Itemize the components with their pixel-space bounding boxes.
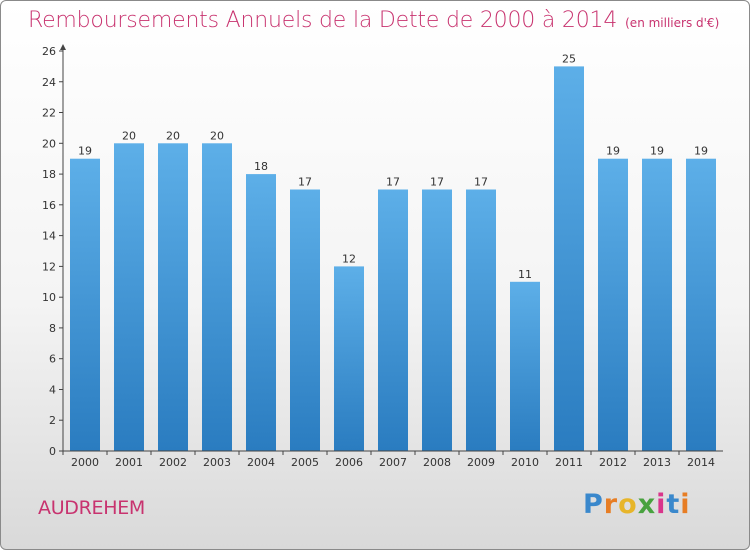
y-tick-label-8: 8 [49, 322, 56, 335]
y-axis-arrow [60, 44, 66, 50]
chart-title-unit: (en milliers d'€) [625, 16, 720, 30]
bar-2005 [290, 189, 320, 451]
y-tick-label-16: 16 [42, 199, 56, 212]
y-tick-label-2: 2 [49, 414, 56, 427]
bar-2014 [686, 158, 716, 451]
labels-group: 1920002020012020022020031820041720051220… [42, 45, 715, 469]
logo-letter: t [666, 489, 681, 520]
x-tick-label-2005: 2005 [291, 456, 319, 469]
value-label-2013: 19 [650, 145, 664, 158]
value-label-2014: 19 [694, 145, 708, 158]
value-label-2004: 18 [254, 160, 268, 173]
y-tick-label-0: 0 [49, 445, 56, 458]
value-label-2000: 19 [78, 145, 92, 158]
bar-2008 [422, 189, 452, 451]
y-tick-label-14: 14 [42, 230, 56, 243]
value-label-2002: 20 [166, 129, 180, 142]
bar-2010 [510, 281, 540, 451]
logo-letter: i [680, 489, 691, 520]
logo-letter: r [603, 489, 619, 520]
bar-2013 [642, 158, 672, 451]
bar-2012 [598, 158, 628, 451]
logo-letter: x [637, 489, 657, 520]
value-label-2003: 20 [210, 129, 224, 142]
value-label-2001: 20 [122, 129, 136, 142]
logo-letter: P [583, 489, 604, 520]
value-label-2012: 19 [606, 145, 620, 158]
bar-2001 [114, 143, 144, 452]
x-tick-label-2004: 2004 [247, 456, 275, 469]
value-label-2011: 25 [562, 52, 576, 65]
x-tick-label-2007: 2007 [379, 456, 407, 469]
y-tick-label-22: 22 [42, 107, 56, 120]
value-label-2009: 17 [474, 176, 488, 189]
x-tick-label-2009: 2009 [467, 456, 495, 469]
y-tick-label-12: 12 [42, 260, 56, 273]
y-tick-label-10: 10 [42, 291, 56, 304]
x-tick-label-2006: 2006 [335, 456, 363, 469]
city-name: AUDREHEM [38, 497, 146, 519]
value-label-2008: 17 [430, 176, 444, 189]
bar-2003 [202, 143, 232, 452]
bar-2007 [378, 189, 408, 451]
chart-title: Remboursements Annuels de la Dette de 20… [28, 8, 719, 33]
x-tick-label-2012: 2012 [599, 456, 627, 469]
y-tick-label-26: 26 [42, 45, 56, 58]
axes-group [59, 44, 723, 455]
x-tick-label-2001: 2001 [115, 456, 143, 469]
x-tick-label-2002: 2002 [159, 456, 187, 469]
x-tick-label-2014: 2014 [687, 456, 715, 469]
x-tick-label-2008: 2008 [423, 456, 451, 469]
bar-2009 [466, 189, 496, 451]
y-tick-label-6: 6 [49, 353, 56, 366]
value-label-2005: 17 [298, 176, 312, 189]
chart-title-main: Remboursements Annuels de la Dette de 20… [28, 8, 618, 33]
x-tick-label-2011: 2011 [555, 456, 583, 469]
value-label-2007: 17 [386, 176, 400, 189]
x-tick-label-2013: 2013 [643, 456, 671, 469]
bar-2006 [334, 266, 364, 451]
x-tick-label-2003: 2003 [203, 456, 231, 469]
bar-2002 [158, 143, 188, 452]
value-label-2010: 11 [518, 268, 532, 281]
y-tick-label-18: 18 [42, 168, 56, 181]
proxiti-logo: Proxiti [583, 489, 691, 520]
bar-2011 [554, 66, 584, 452]
y-tick-label-24: 24 [42, 76, 56, 89]
logo-letter: o [618, 489, 638, 520]
x-tick-label-2000: 2000 [71, 456, 99, 469]
logo-letter: i [656, 489, 667, 520]
bars-group [70, 66, 716, 452]
bar-2000 [70, 158, 100, 451]
bar-2004 [246, 174, 276, 451]
y-tick-label-20: 20 [42, 137, 56, 150]
x-tick-label-2010: 2010 [511, 456, 539, 469]
y-tick-label-4: 4 [49, 384, 56, 397]
value-label-2006: 12 [342, 252, 356, 265]
